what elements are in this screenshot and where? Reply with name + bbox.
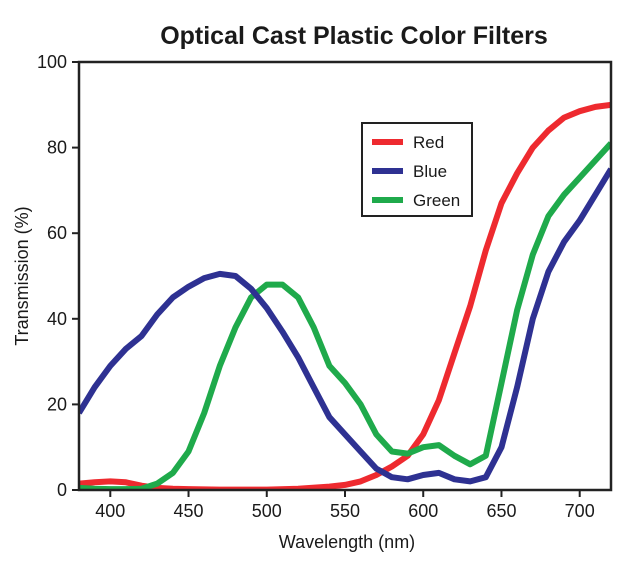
axis-ticks: 0 20 40 60 80 100 400 450 500 550 600 650 700 [37, 52, 595, 521]
series-line-green [79, 141, 611, 490]
x-tick-label: 450 [174, 501, 204, 521]
chart-title: Optical Cast Plastic Color Filters [160, 22, 548, 50]
legend: Red Blue Green [361, 122, 473, 217]
x-tick-label: 400 [95, 501, 125, 521]
legend-label-blue: Blue [413, 162, 447, 181]
series-line-blue [79, 167, 611, 485]
y-tick-label: 40 [47, 309, 67, 329]
y-tick-label: 80 [47, 138, 67, 158]
legend-label-red: Red [413, 133, 444, 152]
x-tick-label: 500 [252, 501, 282, 521]
legend-label-green: Green [413, 191, 460, 210]
y-tick-label: 0 [57, 480, 67, 500]
y-tick-label: 20 [47, 394, 67, 414]
x-tick-label: 650 [486, 501, 516, 521]
x-tick-label: 700 [565, 501, 595, 521]
x-tick-label: 550 [330, 501, 360, 521]
x-axis-label: Wavelength (nm) [279, 532, 415, 552]
y-tick-label: 100 [37, 52, 67, 72]
plot-frame [77, 60, 613, 492]
y-tick-label: 60 [47, 223, 67, 243]
y-axis-label: Transmission (%) [12, 206, 32, 345]
x-tick-label: 600 [408, 501, 438, 521]
plot-area [79, 101, 611, 490]
